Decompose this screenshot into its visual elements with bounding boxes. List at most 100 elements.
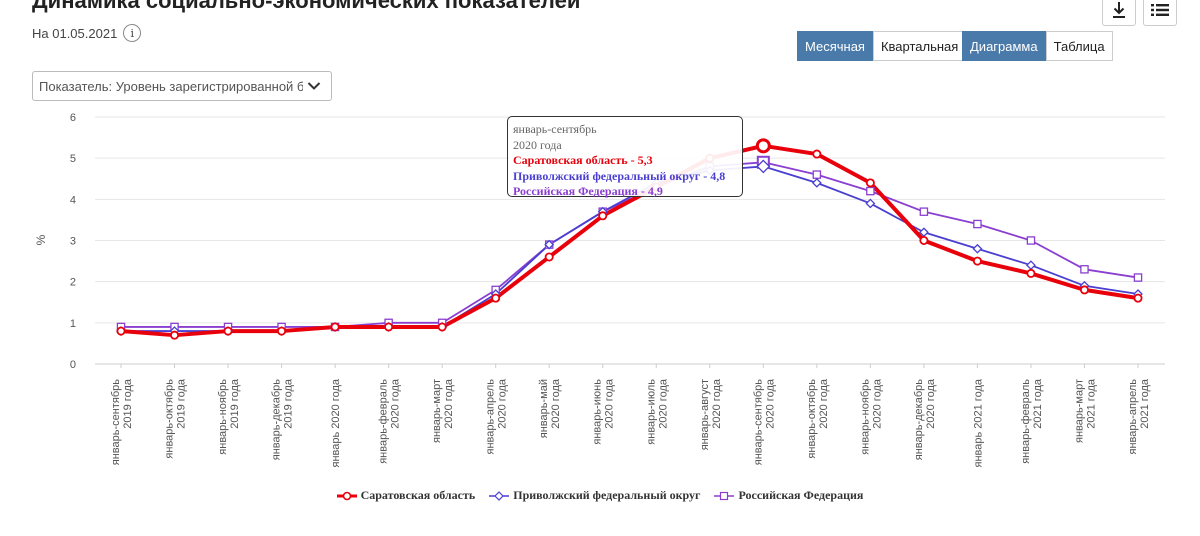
x-tick-label: 2020 года bbox=[390, 378, 402, 429]
data-point bbox=[437, 322, 447, 332]
x-tick-label: январь-сентябрь bbox=[752, 379, 764, 465]
data-point bbox=[1079, 285, 1089, 295]
x-tick-label: январь-март bbox=[1073, 379, 1085, 443]
y-tick-label: 1 bbox=[70, 318, 76, 330]
chart-tooltip: январь-сентябрь 2020 года Саратовская об… bbox=[507, 116, 743, 198]
report-date-text: На 01.05.2021 bbox=[32, 25, 118, 41]
period-toggle: Месячная Квартальная bbox=[797, 31, 967, 61]
x-tick-label: 2021 года bbox=[1139, 378, 1151, 429]
legend-item-saratov[interactable]: Саратовская область bbox=[336, 488, 476, 503]
report-date: На 01.05.2021 i bbox=[32, 24, 142, 42]
legend-label-saratov: Саратовская область bbox=[360, 488, 476, 502]
data-point bbox=[973, 219, 982, 229]
legend-item-volga[interactable]: Приволжский федеральный округ bbox=[489, 488, 700, 503]
legend-item-russia[interactable]: Российская Федерация bbox=[714, 488, 863, 503]
data-point bbox=[116, 326, 126, 336]
data-point bbox=[330, 322, 340, 332]
x-tick-label: январь-ноябрь bbox=[859, 379, 871, 455]
x-tick-label: январь-декабрь bbox=[271, 379, 283, 461]
y-axis-label: % bbox=[34, 234, 48, 245]
x-tick-label: январь-февраль bbox=[378, 379, 390, 464]
x-tick-label: январь-октябрь bbox=[164, 379, 176, 459]
data-point bbox=[812, 170, 822, 179]
info-icon[interactable]: i bbox=[123, 24, 142, 42]
x-tick-label: январь-февраль bbox=[1020, 379, 1032, 464]
data-point bbox=[865, 198, 876, 209]
x-tick-label: январь-октябрь bbox=[806, 379, 818, 459]
x-tick-label: январь-сентябрь bbox=[110, 379, 122, 465]
x-tick-label: 2020 года bbox=[711, 378, 723, 429]
data-point bbox=[756, 159, 771, 174]
data-point bbox=[544, 252, 554, 262]
x-tick-label: январь-декабрь bbox=[913, 379, 925, 461]
x-tick-label: январь-март bbox=[431, 379, 443, 443]
data-point bbox=[384, 322, 394, 332]
x-tick-label: январь-май bbox=[538, 379, 550, 438]
y-tick-label: 6 bbox=[70, 112, 76, 124]
data-point bbox=[170, 330, 180, 340]
tooltip-period: январь-сентябрь bbox=[513, 122, 597, 136]
data-point bbox=[865, 178, 875, 188]
x-tick-label: 2021 года bbox=[1032, 378, 1044, 429]
y-tick-label: 5 bbox=[70, 153, 76, 165]
quarterly-button[interactable]: Квартальная bbox=[872, 31, 967, 61]
x-tick-label: 2020 года bbox=[871, 378, 883, 429]
tooltip-year: 2020 года bbox=[513, 137, 562, 152]
x-tick-label: январь-ноябрь bbox=[217, 379, 229, 455]
legend-diamond-marker bbox=[489, 490, 510, 501]
y-tick-label: 0 bbox=[70, 359, 76, 371]
x-tick-label: январь-июль bbox=[645, 379, 657, 445]
data-point bbox=[919, 235, 929, 245]
data-point bbox=[1026, 268, 1036, 278]
data-point bbox=[223, 326, 233, 336]
data-point bbox=[598, 211, 608, 221]
menu-button[interactable] bbox=[1143, 0, 1177, 26]
tooltip-row-russia: Российская Федерация - 4,9 bbox=[513, 184, 663, 198]
x-tick-label: 2020 года bbox=[764, 378, 776, 429]
x-tick-label: 2020 года bbox=[604, 378, 616, 429]
data-point bbox=[919, 207, 929, 216]
data-point bbox=[866, 186, 875, 196]
legend-label-volga: Приволжский федеральный округ bbox=[513, 488, 701, 502]
legend-square-marker bbox=[714, 491, 735, 500]
data-point bbox=[755, 138, 771, 154]
x-tick-label: январь-июнь bbox=[592, 379, 604, 445]
data-point bbox=[1080, 265, 1089, 274]
x-tick-label: 2019 года bbox=[122, 378, 134, 429]
table-view-button[interactable]: Таблица bbox=[1045, 31, 1113, 61]
data-point bbox=[1133, 273, 1143, 282]
series-line bbox=[120, 143, 1139, 338]
x-tick-label: 2020 года bbox=[443, 378, 455, 429]
chevron-down-icon bbox=[303, 75, 325, 97]
indicator-select-value: Показатель: Уровень зарегистрированной б… bbox=[39, 78, 303, 94]
data-point bbox=[544, 239, 555, 250]
data-point bbox=[812, 149, 822, 159]
x-tick-label: 2020 года bbox=[657, 378, 669, 429]
chart-view-button[interactable]: Диаграмма bbox=[962, 31, 1046, 61]
monthly-button[interactable]: Месячная bbox=[797, 31, 873, 61]
x-tick-label: 2020 года bbox=[550, 378, 562, 429]
y-tick-label: 3 bbox=[70, 236, 76, 248]
data-point bbox=[972, 243, 983, 254]
data-point bbox=[1133, 293, 1143, 303]
data-point bbox=[972, 256, 982, 266]
x-tick-label: январь 2021 года bbox=[972, 378, 984, 467]
data-point bbox=[1026, 236, 1036, 245]
x-tick-label: 2019 года bbox=[229, 378, 241, 429]
x-tick-label: 2021 года bbox=[1085, 378, 1097, 429]
tooltip-row-saratov: Саратовская область - 5,3 bbox=[513, 153, 653, 167]
indicator-select[interactable]: Показатель: Уровень зарегистрированной б… bbox=[32, 71, 332, 101]
x-tick-label: январь-апрель bbox=[1127, 379, 1139, 455]
chart-legend: Саратовская область Приволжский федераль… bbox=[0, 488, 1200, 503]
view-toggle: Диаграмма Таблица bbox=[962, 31, 1113, 61]
x-tick-label: 2019 года bbox=[283, 378, 295, 429]
x-tick-label: 2020 года bbox=[925, 378, 937, 429]
data-point bbox=[277, 326, 287, 336]
list-icon bbox=[1151, 4, 1169, 16]
x-tick-label: январь-август bbox=[699, 379, 711, 450]
data-point bbox=[811, 177, 822, 188]
download-button[interactable] bbox=[1102, 0, 1136, 26]
tooltip-row-volga: Приволжский федеральный округ - 4,8 bbox=[513, 168, 726, 183]
y-tick-label: 4 bbox=[70, 194, 76, 206]
